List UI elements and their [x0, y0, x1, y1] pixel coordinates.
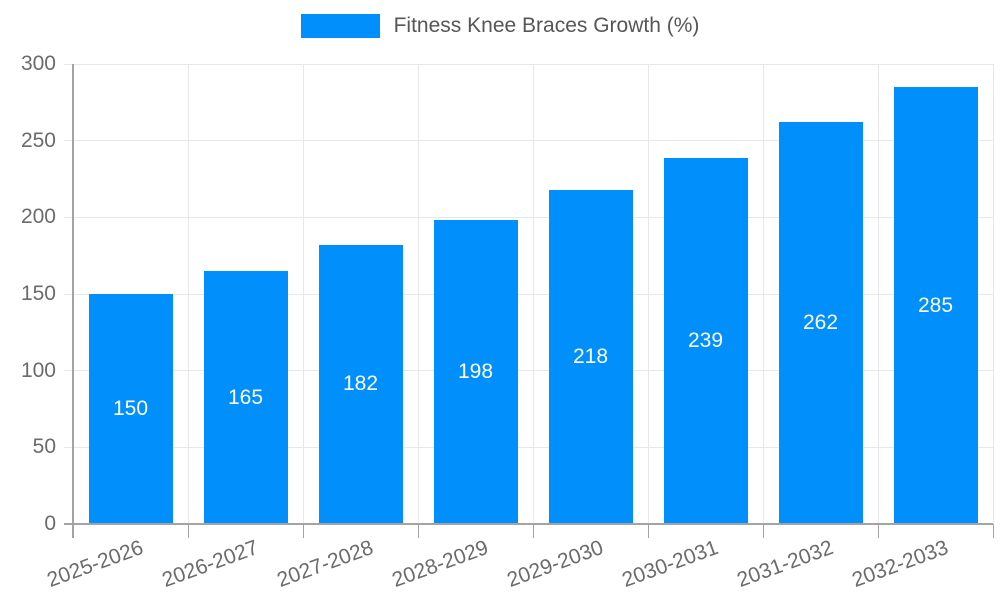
x-gridline [762, 64, 764, 524]
x-axis-category-label: 2031-2032 [734, 536, 837, 592]
bar-value-label: 239 [687, 328, 724, 352]
legend-series-label: Fitness Knee Braces Growth (%) [393, 14, 700, 37]
y-axis-tick [64, 216, 73, 218]
x-axis-tick [992, 524, 994, 538]
x-axis-category-label: 2029-2030 [504, 536, 607, 592]
x-gridline [532, 64, 534, 524]
x-axis-tick [417, 524, 419, 538]
chart-legend: Fitness Knee Braces Growth (%) [0, 14, 1000, 38]
y-axis-tick-label: 300 [20, 52, 56, 75]
x-axis-tick [647, 524, 649, 538]
bar-value-label: 285 [917, 293, 954, 317]
bar-value-label: 150 [112, 397, 149, 420]
y-axis-tick-label: 250 [20, 128, 56, 152]
bar-2027-2028[interactable]: 182 [318, 244, 403, 524]
x-axis-tick [532, 524, 534, 538]
bar-value-label: 262 [802, 311, 839, 335]
x-axis-category-label: 2025-2026 [44, 536, 147, 592]
bar-value-label: 182 [342, 372, 379, 396]
y-axis-tick-label: 150 [20, 282, 56, 305]
x-gridline [187, 64, 189, 524]
x-axis-category-label: 2028-2029 [389, 536, 492, 592]
y-axis-tick-label: 100 [20, 358, 56, 382]
x-axis-line [64, 523, 993, 525]
y-axis-tick-label: 200 [20, 205, 56, 229]
x-axis-category-label: 2032-2033 [849, 536, 952, 592]
x-gridline [302, 64, 304, 524]
y-axis-tick-label: 50 [32, 435, 56, 459]
bar-value-label: 165 [227, 385, 264, 409]
y-axis-tick-label: 0 [44, 512, 56, 535]
y-axis-tick [64, 63, 73, 65]
x-axis-tick [302, 524, 304, 538]
x-axis-category-label: 2027-2028 [274, 536, 377, 592]
y-axis-tick [64, 370, 73, 372]
x-gridline [992, 64, 994, 524]
bar-value-label: 218 [572, 344, 609, 368]
legend-swatch-icon [300, 14, 380, 38]
bar-2032-2033[interactable]: 285 [893, 87, 978, 524]
x-axis-tick [762, 524, 764, 538]
x-axis-tick [877, 524, 879, 538]
bar-2031-2032[interactable]: 262 [778, 122, 863, 524]
legend-item-series-0[interactable]: Fitness Knee Braces Growth (%) [300, 14, 700, 38]
y-axis-line [72, 64, 74, 538]
x-axis-category-label: 2026-2027 [159, 536, 262, 592]
y-axis-tick [64, 446, 73, 448]
y-axis-tick [64, 140, 73, 142]
bar-2026-2027[interactable]: 165 [203, 271, 288, 524]
bar-value-label: 198 [457, 360, 494, 384]
x-axis-category-label: 2030-2031 [619, 536, 722, 592]
bar-2028-2029[interactable]: 198 [433, 220, 518, 524]
bar-2030-2031[interactable]: 239 [663, 157, 748, 524]
y-axis-tick [64, 293, 73, 295]
x-gridline [877, 64, 879, 524]
bar-2025-2026[interactable]: 150 [88, 294, 173, 524]
x-gridline [417, 64, 419, 524]
x-gridline [647, 64, 649, 524]
x-axis-tick [187, 524, 189, 538]
bar-2029-2030[interactable]: 218 [548, 189, 633, 524]
